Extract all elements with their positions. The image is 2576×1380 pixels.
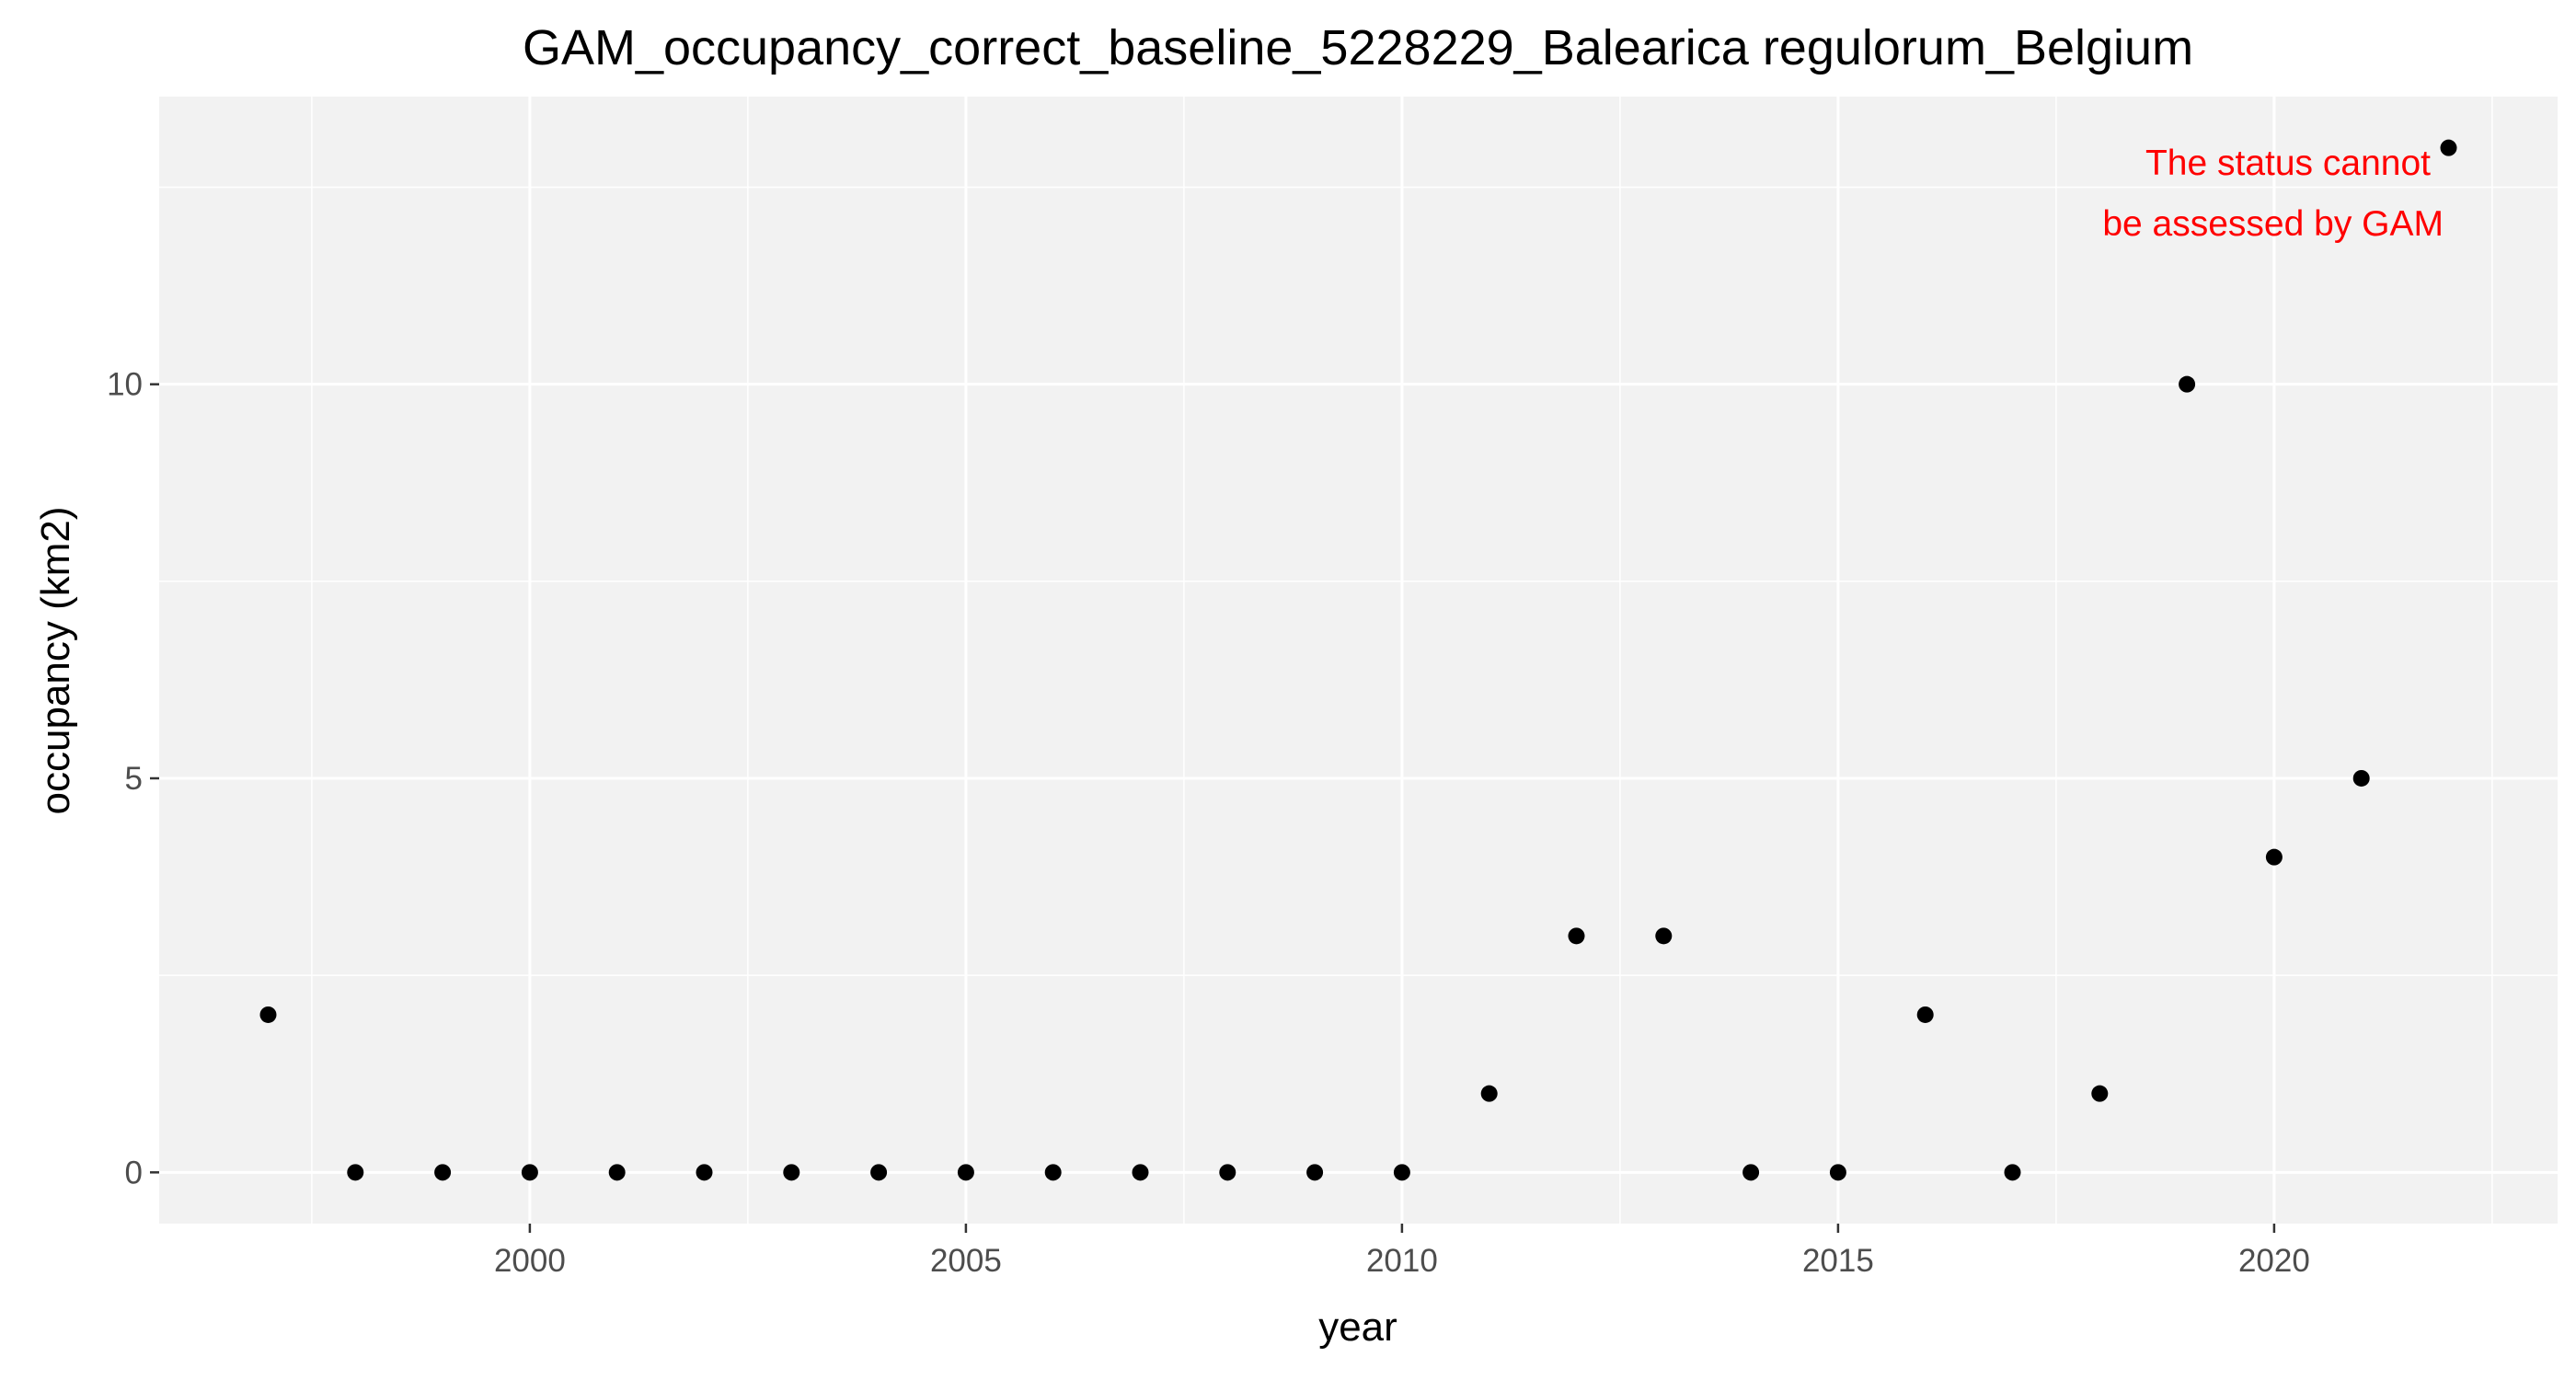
y-tick-label: 10 xyxy=(107,367,143,403)
data-point xyxy=(696,1164,713,1181)
chart-title: GAM_occupancy_correct_baseline_5228229_B… xyxy=(523,20,2193,75)
data-point xyxy=(1044,1164,1062,1181)
minor-gridlines xyxy=(159,97,2558,1224)
data-point xyxy=(1219,1164,1236,1181)
x-tick-label: 2000 xyxy=(494,1243,566,1279)
x-tick-label: 2015 xyxy=(1802,1243,1874,1279)
annotation-line-1: The status cannot xyxy=(2145,144,2431,183)
data-point xyxy=(2179,375,2196,393)
data-point xyxy=(2440,139,2457,156)
y-tick-label: 5 xyxy=(125,761,143,797)
x-axis-label: year xyxy=(1318,1305,1397,1350)
data-point xyxy=(2004,1164,2021,1181)
major-gridlines xyxy=(159,97,2558,1224)
data-point xyxy=(957,1164,974,1181)
data-point xyxy=(1393,1164,1410,1181)
data-point xyxy=(521,1164,538,1181)
data-point xyxy=(347,1164,364,1181)
annotation-line-2: be assessed by GAM xyxy=(2102,204,2444,244)
data-point xyxy=(2091,1085,2109,1102)
data-point xyxy=(2265,848,2283,866)
y-axis-label: occupancy (km2) xyxy=(33,506,78,814)
plot-panel xyxy=(159,97,2558,1224)
data-point xyxy=(259,1006,277,1023)
data-point xyxy=(2352,769,2370,787)
data-point xyxy=(608,1164,626,1181)
data-point xyxy=(870,1164,888,1181)
data-point xyxy=(1306,1164,1324,1181)
status-annotation: The status cannot be assessed by GAM xyxy=(2102,144,2444,244)
data-point xyxy=(1742,1164,1760,1181)
x-tick-label: 2020 xyxy=(2238,1243,2310,1279)
y-tick-label: 0 xyxy=(125,1155,143,1190)
data-point xyxy=(1829,1164,1846,1181)
data-point xyxy=(1916,1006,1934,1023)
x-tick-label: 2005 xyxy=(930,1243,1002,1279)
data-point xyxy=(1655,927,1673,945)
data-point xyxy=(1480,1085,1498,1102)
x-tick-label: 2010 xyxy=(1366,1243,1438,1279)
data-point xyxy=(1568,927,1585,945)
data-point xyxy=(434,1164,452,1181)
data-point xyxy=(783,1164,800,1181)
y-axis: 0 5 10 xyxy=(107,367,159,1190)
data-point xyxy=(1132,1164,1149,1181)
data-points xyxy=(259,139,2457,1181)
x-axis: 2000 2005 2010 2015 2020 xyxy=(494,1224,2310,1279)
